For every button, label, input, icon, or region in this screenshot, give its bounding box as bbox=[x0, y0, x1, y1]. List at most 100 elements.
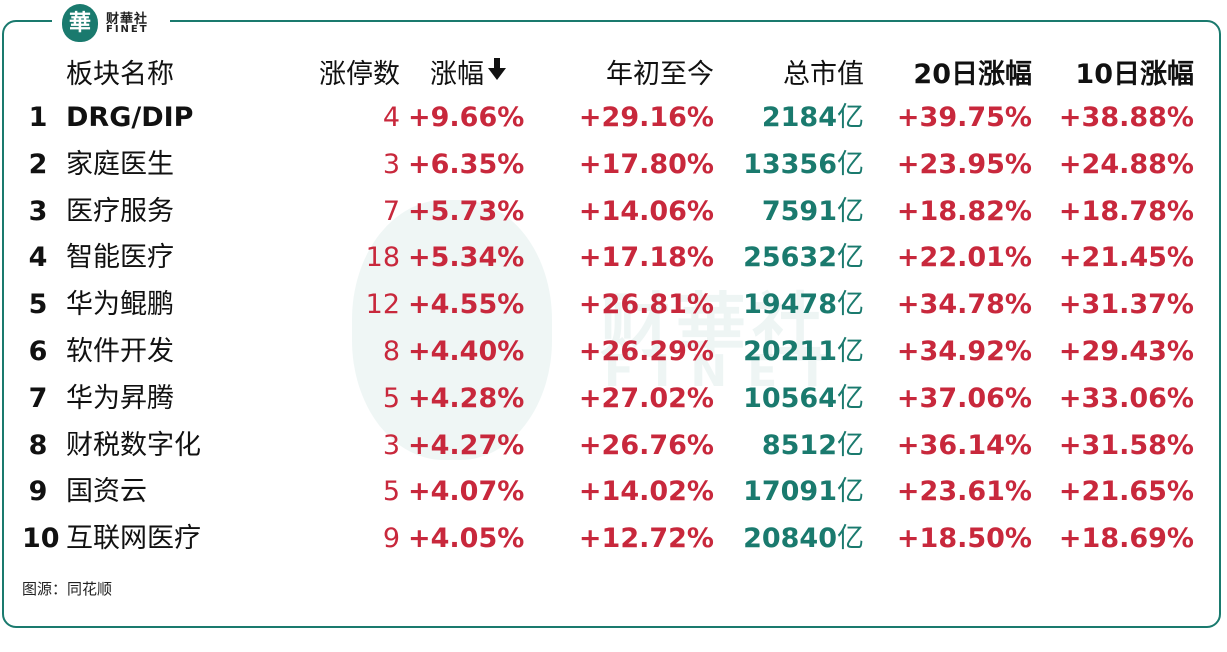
row-ytd: +26.76% bbox=[578, 430, 714, 461]
row-ytd: +27.02% bbox=[578, 383, 714, 414]
row-limit-up-count: 3 bbox=[382, 149, 400, 180]
market-cap-unit: 亿 bbox=[837, 289, 864, 320]
row-market-cap: 20211亿 bbox=[720, 335, 864, 369]
header-change-sorted[interactable]: 涨幅 bbox=[430, 57, 506, 92]
row-sector-name: DRG/DIP bbox=[66, 102, 194, 133]
row-10d-change: +31.58% bbox=[1058, 430, 1194, 461]
row-limit-up-count: 8 bbox=[382, 336, 400, 367]
row-10d-change: +33.06% bbox=[1058, 383, 1194, 414]
row-market-cap: 13356亿 bbox=[720, 148, 864, 182]
row-limit-up-count: 3 bbox=[382, 430, 400, 461]
row-market-cap: 7591亿 bbox=[720, 195, 864, 229]
market-cap-value: 2184 bbox=[761, 102, 837, 133]
market-cap-unit: 亿 bbox=[837, 196, 864, 227]
row-market-cap: 25632亿 bbox=[720, 241, 864, 275]
row-ytd: +14.02% bbox=[578, 476, 714, 507]
row-rank: 5 bbox=[28, 289, 48, 320]
market-cap-unit: 亿 bbox=[837, 149, 864, 180]
row-limit-up-count: 12 bbox=[365, 289, 400, 320]
market-cap-value: 8512 bbox=[761, 430, 837, 461]
header-limit-up-count: 涨停数 bbox=[319, 59, 400, 90]
market-cap-unit: 亿 bbox=[837, 523, 864, 554]
row-market-cap: 2184亿 bbox=[720, 101, 864, 135]
row-limit-up-count: 5 bbox=[382, 383, 400, 414]
source-note: 图源：同花顺 bbox=[22, 580, 113, 598]
market-cap-value: 19478 bbox=[743, 289, 837, 320]
logo-english-text: FINET bbox=[106, 24, 149, 35]
header-sector-name: 板块名称 bbox=[66, 59, 174, 90]
row-sector-name: 国资云 bbox=[66, 476, 147, 507]
row-20d-change: +23.61% bbox=[896, 476, 1032, 507]
sort-down-arrow-icon bbox=[488, 57, 506, 80]
row-rank: 2 bbox=[28, 149, 48, 180]
row-rank: 3 bbox=[28, 196, 48, 227]
row-20d-change: +36.14% bbox=[896, 430, 1032, 461]
logo-seal-icon: 華 bbox=[62, 4, 98, 42]
market-cap-value: 17091 bbox=[743, 476, 837, 507]
row-rank: 4 bbox=[28, 242, 48, 273]
row-change: +6.35% bbox=[408, 149, 525, 180]
row-10d-change: +31.37% bbox=[1058, 289, 1194, 320]
row-market-cap: 10564亿 bbox=[720, 382, 864, 416]
row-10d-change: +29.43% bbox=[1058, 336, 1194, 367]
row-20d-change: +34.92% bbox=[896, 336, 1032, 367]
row-change: +4.07% bbox=[408, 476, 525, 507]
row-rank: 1 bbox=[28, 102, 48, 133]
row-rank: 7 bbox=[28, 383, 48, 414]
market-cap-unit: 亿 bbox=[837, 383, 864, 414]
market-cap-unit: 亿 bbox=[837, 430, 864, 461]
row-rank: 6 bbox=[28, 336, 48, 367]
row-ytd: +14.06% bbox=[578, 196, 714, 227]
row-10d-change: +21.45% bbox=[1058, 242, 1194, 273]
row-change: +4.27% bbox=[408, 430, 525, 461]
market-cap-value: 7591 bbox=[761, 196, 837, 227]
market-cap-value: 13356 bbox=[743, 149, 837, 180]
market-cap-unit: 亿 bbox=[837, 242, 864, 273]
row-rank: 10 bbox=[22, 523, 60, 554]
header-ytd: 年初至今 bbox=[606, 59, 714, 90]
row-sector-name: 软件开发 bbox=[66, 336, 174, 367]
row-20d-change: +18.82% bbox=[896, 196, 1032, 227]
market-cap-value: 20211 bbox=[743, 336, 837, 367]
row-20d-change: +39.75% bbox=[896, 102, 1032, 133]
table-frame bbox=[2, 20, 1221, 628]
row-limit-up-count: 4 bbox=[382, 102, 400, 133]
row-change: +4.05% bbox=[408, 523, 525, 554]
row-ytd: +26.81% bbox=[578, 289, 714, 320]
row-ytd: +29.16% bbox=[578, 102, 714, 133]
header-20d-change: 20日涨幅 bbox=[913, 59, 1032, 90]
row-20d-change: +22.01% bbox=[896, 242, 1032, 273]
header-10d-change: 10日涨幅 bbox=[1075, 59, 1194, 90]
market-cap-value: 25632 bbox=[743, 242, 837, 273]
row-rank: 8 bbox=[28, 430, 48, 461]
row-10d-change: +21.65% bbox=[1058, 476, 1194, 507]
row-sector-name: 财税数字化 bbox=[66, 430, 201, 461]
market-cap-value: 20840 bbox=[743, 523, 837, 554]
finet-logo: 華 财華社 FINET bbox=[52, 2, 170, 44]
row-10d-change: +18.78% bbox=[1058, 196, 1194, 227]
row-market-cap: 20840亿 bbox=[720, 522, 864, 556]
header-change-label: 涨幅 bbox=[430, 59, 484, 90]
market-cap-unit: 亿 bbox=[837, 476, 864, 507]
row-change: +5.73% bbox=[408, 196, 525, 227]
row-20d-change: +37.06% bbox=[896, 383, 1032, 414]
market-cap-value: 10564 bbox=[743, 383, 837, 414]
row-limit-up-count: 9 bbox=[382, 523, 400, 554]
row-change: +4.55% bbox=[408, 289, 525, 320]
row-market-cap: 19478亿 bbox=[720, 288, 864, 322]
logo-chinese-text: 财華社 bbox=[106, 12, 149, 27]
row-change: +5.34% bbox=[408, 242, 525, 273]
row-10d-change: +18.69% bbox=[1058, 523, 1194, 554]
row-change: +4.28% bbox=[408, 383, 525, 414]
market-cap-unit: 亿 bbox=[837, 102, 864, 133]
row-limit-up-count: 7 bbox=[382, 196, 400, 227]
row-ytd: +12.72% bbox=[578, 523, 714, 554]
row-sector-name: 互联网医疗 bbox=[66, 523, 201, 554]
row-20d-change: +23.95% bbox=[896, 149, 1032, 180]
row-ytd: +17.18% bbox=[578, 242, 714, 273]
row-sector-name: 华为昇腾 bbox=[66, 383, 174, 414]
row-sector-name: 医疗服务 bbox=[66, 196, 174, 227]
market-cap-unit: 亿 bbox=[837, 336, 864, 367]
row-20d-change: +18.50% bbox=[896, 523, 1032, 554]
header-market-cap: 总市值 bbox=[783, 59, 864, 90]
